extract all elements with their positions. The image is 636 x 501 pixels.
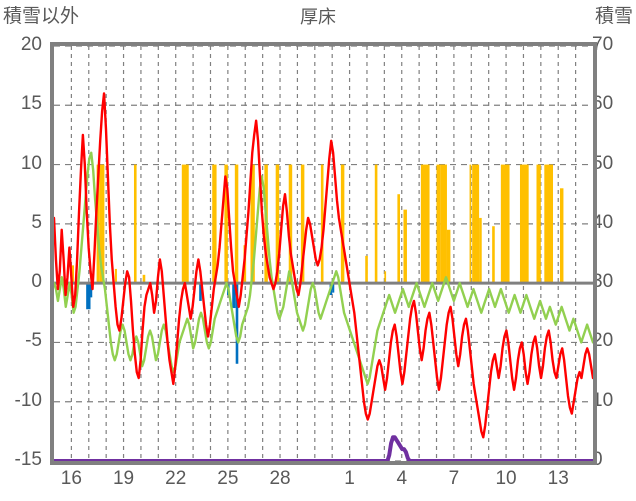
x-tick-label: 19 bbox=[112, 468, 135, 489]
bar-positive bbox=[250, 164, 255, 284]
bar-positive bbox=[300, 164, 305, 284]
bar-positive bbox=[440, 164, 447, 284]
bar-positive bbox=[420, 164, 430, 284]
y-tick-label: -15 bbox=[14, 449, 42, 470]
y2-tick-label: 0 bbox=[592, 449, 603, 470]
y-tick-label: 20 bbox=[20, 34, 42, 55]
bar-positive bbox=[500, 164, 510, 284]
bar-positive bbox=[492, 226, 495, 284]
bar-positive bbox=[224, 164, 228, 284]
bar-negative bbox=[90, 283, 93, 298]
bar-positive bbox=[472, 164, 480, 284]
bar-positive bbox=[403, 209, 407, 284]
x-tick-label: 13 bbox=[547, 468, 569, 489]
plot-inner bbox=[54, 46, 593, 461]
chart-canvas bbox=[54, 46, 593, 461]
bar-positive bbox=[479, 217, 482, 284]
bar-positive bbox=[133, 164, 137, 284]
bar-positive bbox=[320, 164, 324, 284]
bar-positive bbox=[544, 164, 554, 284]
y2-tick-label: 50 bbox=[592, 152, 614, 174]
series-line-snow-depth bbox=[54, 435, 593, 461]
bar-positive bbox=[536, 164, 541, 284]
bar-negative bbox=[332, 283, 335, 293]
x-tick-label: 1 bbox=[344, 468, 355, 489]
bar-positive bbox=[99, 164, 105, 284]
bar-negative bbox=[235, 283, 239, 364]
x-tick-label: 25 bbox=[217, 468, 239, 489]
bar-positive bbox=[446, 229, 451, 284]
bar-positive bbox=[374, 164, 378, 284]
series-line-red bbox=[54, 92, 593, 439]
bar-negative bbox=[86, 283, 91, 310]
bar-positive bbox=[469, 164, 472, 284]
x-tick-label: 4 bbox=[396, 468, 408, 489]
bar-positive bbox=[436, 164, 441, 284]
right-axis-title: 積雪 bbox=[594, 6, 633, 27]
bar-negative bbox=[199, 283, 202, 301]
y-tick-label: 5 bbox=[31, 211, 42, 233]
y-tick-label: 15 bbox=[20, 93, 42, 115]
y2-tick-label: 40 bbox=[592, 211, 614, 233]
bar-negative bbox=[232, 283, 236, 309]
x-tick-label: 28 bbox=[269, 468, 291, 489]
bar-positive bbox=[275, 164, 280, 284]
bar-positive bbox=[114, 268, 117, 284]
bar-positive bbox=[559, 188, 564, 284]
bar-positive bbox=[234, 164, 239, 284]
x-tick-label: 22 bbox=[165, 468, 187, 489]
bar-positive bbox=[288, 164, 293, 284]
series-line-green bbox=[54, 151, 593, 386]
y-tick-label: -10 bbox=[14, 389, 42, 411]
y2-tick-label: 20 bbox=[592, 330, 614, 352]
y-tick-label: -5 bbox=[25, 330, 42, 352]
y2-tick-label: 70 bbox=[592, 34, 614, 55]
y-tick-label: 10 bbox=[20, 152, 42, 174]
y2-tick-label: 10 bbox=[592, 389, 614, 411]
left-axis-title: 積雪以外 bbox=[3, 6, 80, 27]
bar-positive bbox=[212, 164, 217, 284]
bar-positive bbox=[71, 265, 74, 284]
bar-positive bbox=[181, 164, 189, 284]
y2-tick-label: 60 bbox=[592, 93, 614, 115]
y2-tick-label: 30 bbox=[592, 271, 614, 293]
bar-positive bbox=[365, 255, 368, 284]
bar-positive bbox=[384, 271, 387, 284]
y-tick-label: 0 bbox=[31, 271, 42, 293]
x-tick-label: 16 bbox=[60, 468, 82, 489]
plot-area bbox=[50, 42, 597, 465]
bar-positive bbox=[519, 164, 529, 284]
bar-positive bbox=[340, 164, 345, 284]
chart-title: 厚床 bbox=[300, 7, 336, 27]
x-tick-label: 10 bbox=[495, 468, 517, 489]
x-tick-label: 7 bbox=[448, 468, 460, 489]
bar-positive bbox=[397, 194, 401, 284]
bar-positive bbox=[142, 274, 146, 284]
